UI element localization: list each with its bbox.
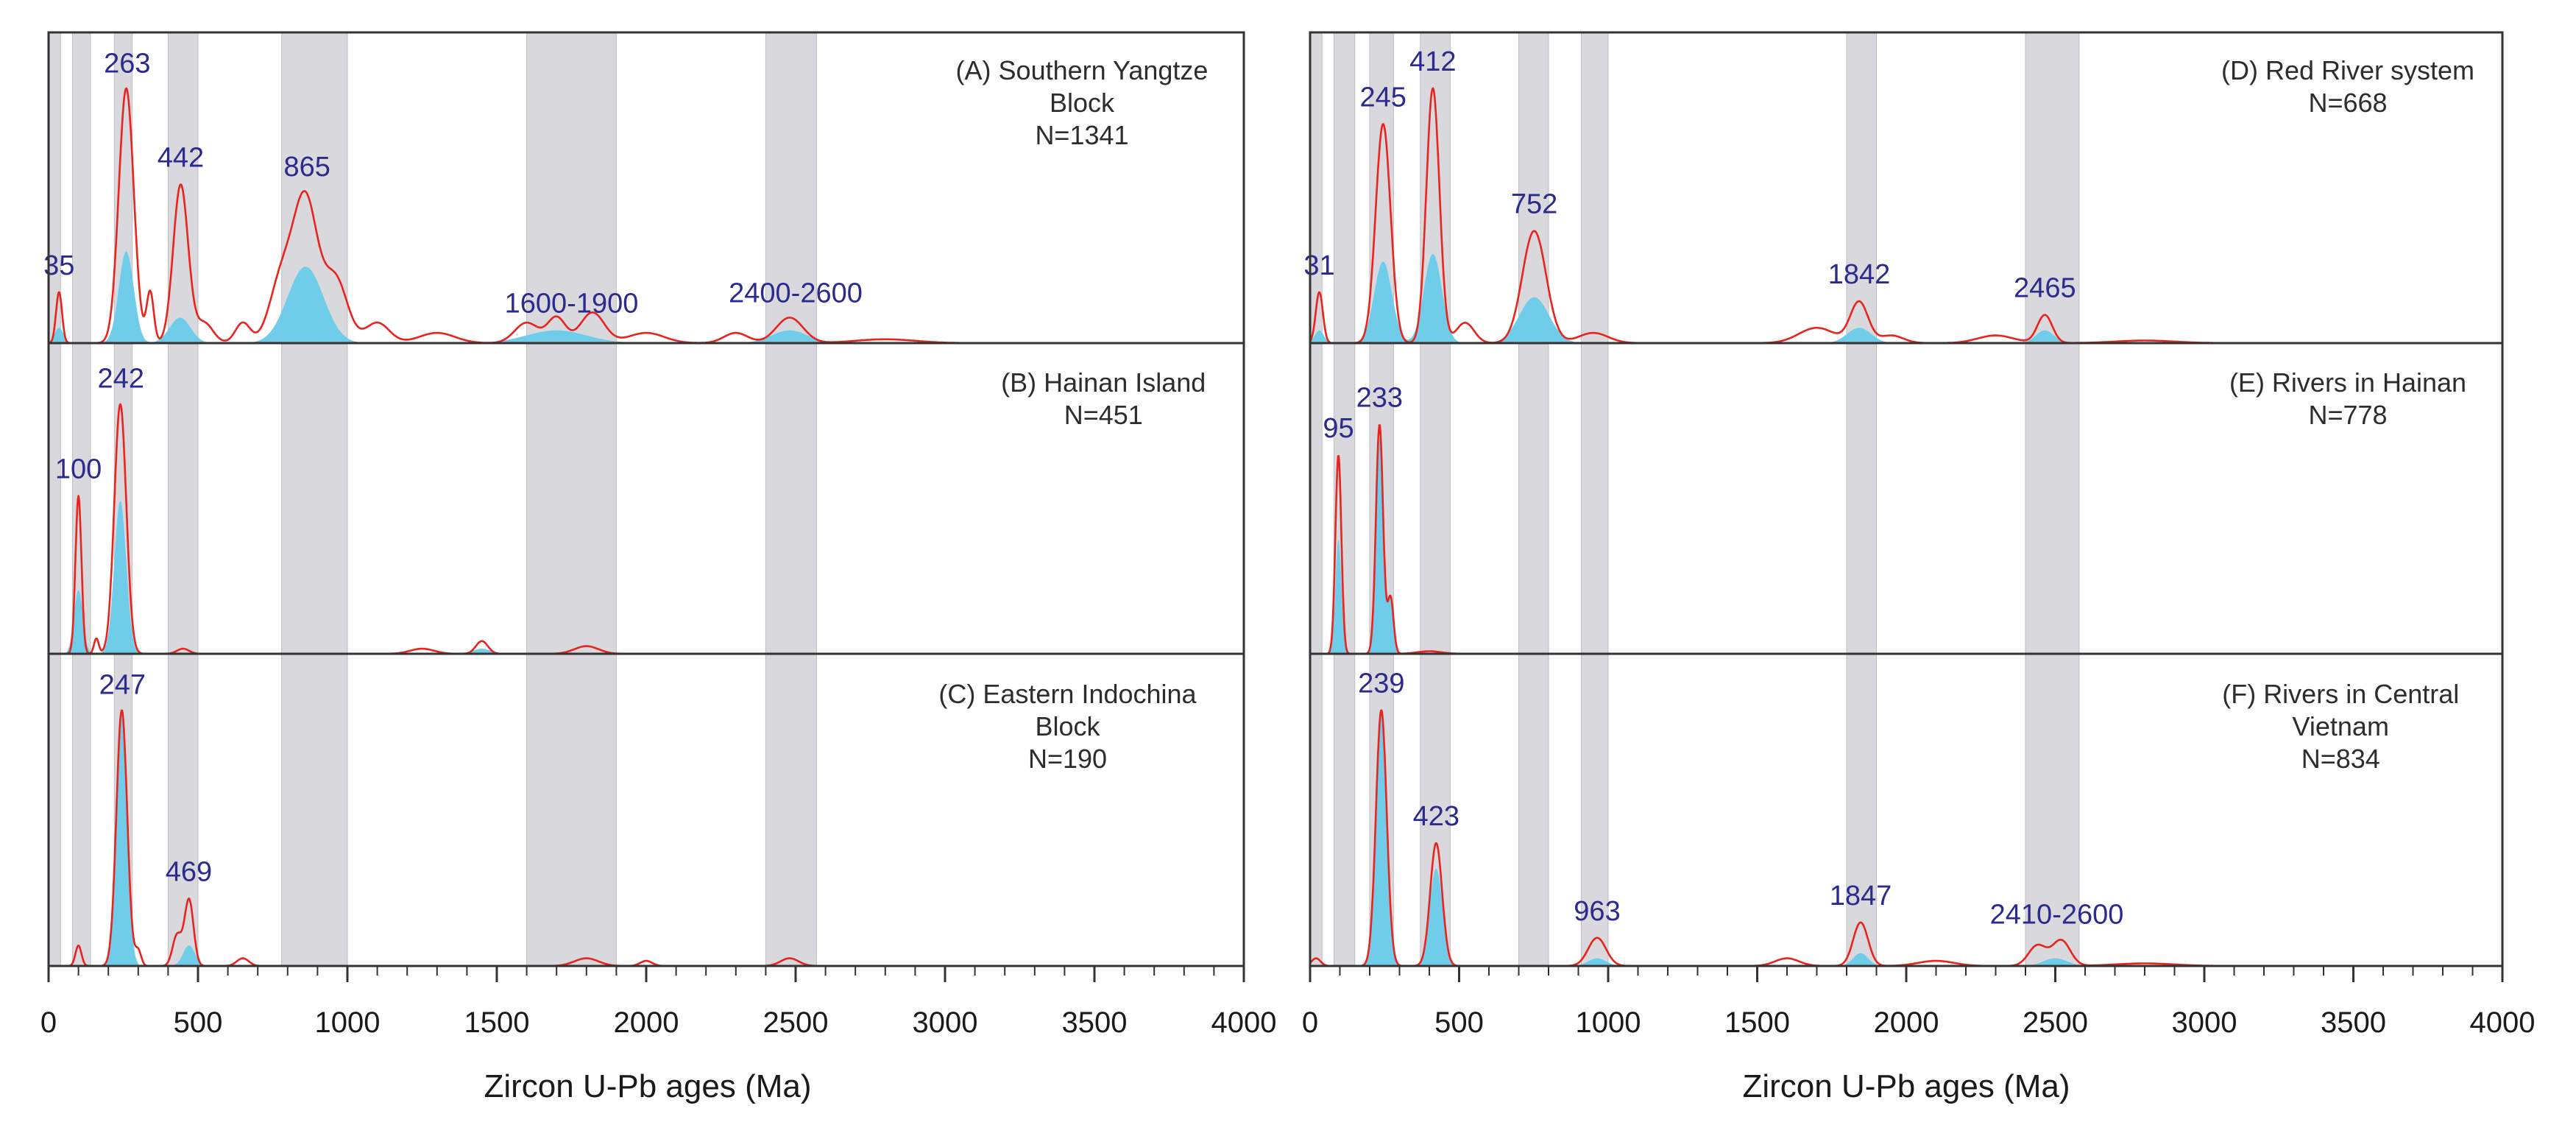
x-tick-label: 3000 (913, 1006, 978, 1039)
panel-label-line: (C) Eastern Indochina (938, 679, 1197, 709)
panel-label-line: N=451 (1064, 400, 1143, 430)
x-axis: 0 500 1000 1500 2000 2500 3000 3500 4000 Zircon U… (1302, 966, 2536, 1104)
panel-label-line: N=834 (2301, 744, 2380, 774)
x-tick-label: 0 (40, 1006, 57, 1039)
peak-label: 423 (1413, 801, 1459, 832)
panel-label-line: (B) Hainan Island (1001, 367, 1206, 398)
peak-label: 412 (1409, 46, 1456, 77)
panel-label-line: Vietnam (2293, 711, 2389, 741)
kde-area (49, 251, 1244, 343)
x-tick-label: 500 (1434, 1006, 1484, 1039)
peak-label: 963 (1574, 896, 1620, 927)
peak-label: 263 (104, 48, 150, 79)
shaded-range (71, 32, 91, 967)
peak-label: 247 (99, 669, 146, 700)
kde-area (1310, 437, 2502, 654)
peak-label: 1847 (1830, 881, 1892, 911)
x-axis-label: Zircon U-Pb ages (Ma) (1742, 1068, 2070, 1104)
x-tick-label: 3500 (1062, 1006, 1128, 1039)
panel-label-line: (A) Southern Yangtze (956, 55, 1209, 85)
x-tick-label: 0 (1302, 1006, 1318, 1039)
x-tick-label: 1000 (315, 1006, 381, 1039)
peak-label: 245 (1360, 82, 1406, 113)
panel-label-line: (E) Rivers in Hainan (2229, 367, 2466, 398)
panel-label-line: Block (1035, 711, 1100, 741)
panel-1-2: 239 423 963 1847 2410-2600 (F) Rivers in Cent… (1309, 668, 2503, 967)
peak-label: 100 (55, 454, 102, 484)
panel-label-line: N=668 (2308, 88, 2387, 118)
peak-label: 1600-1900 (505, 288, 639, 319)
plot-frame (1309, 31, 2504, 967)
peak-label: 865 (283, 152, 330, 183)
peak-label: 752 (1511, 189, 1557, 220)
shaded-age-ranges (1309, 32, 2080, 967)
pdp-curve (1309, 87, 2503, 345)
x-tick-label: 4000 (1211, 1006, 1277, 1039)
panel-label-line: N=190 (1028, 744, 1107, 774)
peak-label: 233 (1356, 382, 1403, 413)
peak-label: 2400-2600 (729, 278, 863, 309)
shaded-range (48, 32, 61, 967)
pdp-curve (48, 403, 1245, 655)
x-axis: 0 500 1000 1500 2000 2500 3000 3500 4000 Zircon U… (40, 966, 1277, 1104)
peak-label: 2410-2600 (1990, 900, 2124, 931)
panel-label-line: (F) Rivers in Central (2222, 679, 2459, 709)
shaded-range (1581, 32, 1609, 967)
x-tick-label: 2500 (2023, 1006, 2088, 1039)
kde-area (1310, 253, 2502, 343)
panel-label-line: (D) Red River system (2221, 55, 2474, 85)
peak-label: 2465 (2014, 273, 2076, 304)
shaded-range (1309, 32, 1323, 967)
panel-label-line: N=1341 (1035, 120, 1128, 150)
x-axis-label: Zircon U-Pb ages (Ma) (484, 1068, 811, 1104)
peak-label: 1842 (1828, 259, 1891, 290)
peak-label: 442 (158, 143, 204, 174)
shaded-range (765, 32, 817, 967)
shaded-range (526, 32, 617, 967)
peak-label: 31 (1303, 250, 1334, 281)
peak-label: 469 (166, 856, 212, 887)
x-tick-label: 1500 (1724, 1006, 1790, 1039)
x-tick-label: 2000 (614, 1006, 679, 1039)
peak-label: 242 (98, 364, 144, 395)
shaded-age-ranges (48, 32, 817, 967)
panel-label-line: Block (1050, 88, 1115, 118)
shaded-range (2025, 32, 2080, 967)
x-tick-label: 1000 (1576, 1006, 1641, 1039)
shaded-range (1846, 32, 1877, 967)
x-tick-label: 3000 (2172, 1006, 2237, 1039)
shaded-range (1518, 32, 1549, 967)
shaded-range (1420, 32, 1451, 967)
shaded-range (281, 32, 348, 967)
plot-frame (47, 31, 1245, 967)
x-tick-label: 3500 (2321, 1006, 2386, 1039)
peak-label: 239 (1358, 668, 1404, 699)
x-tick-label: 500 (174, 1006, 223, 1039)
pdp-curve (1309, 424, 2503, 655)
peak-label: 95 (1323, 413, 1354, 444)
x-tick-label: 2500 (763, 1006, 829, 1039)
kde-area (49, 501, 1244, 654)
panel-label-line: N=778 (2308, 400, 2387, 430)
x-tick-label: 1500 (464, 1006, 530, 1039)
x-tick-label: 2000 (1874, 1006, 1939, 1039)
kde-area (1310, 715, 2502, 966)
x-tick-label: 4000 (2470, 1006, 2536, 1039)
